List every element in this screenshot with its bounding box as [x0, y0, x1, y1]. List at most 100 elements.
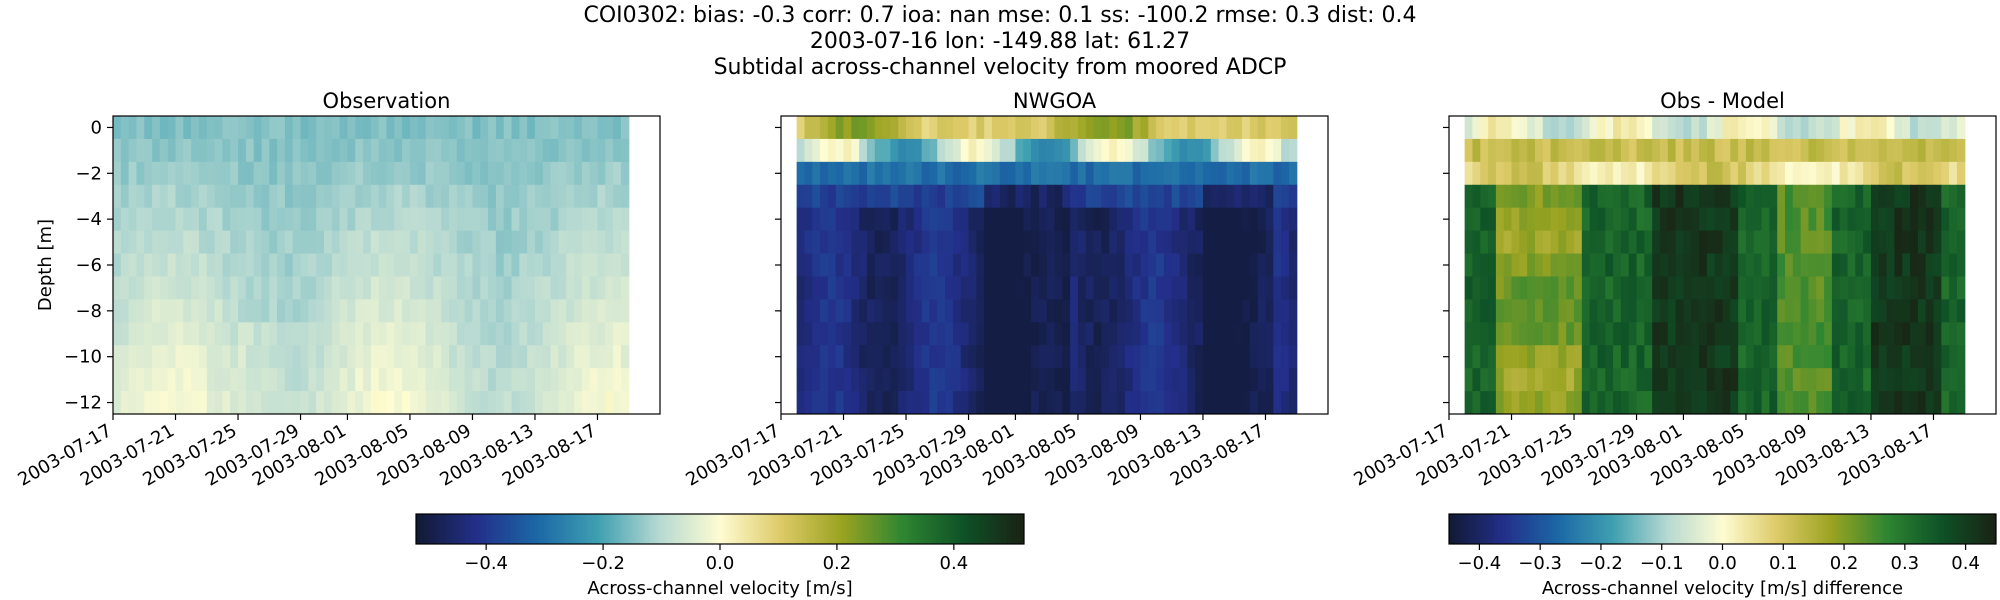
heatmap-cell: [1226, 230, 1235, 254]
heatmap-cell: [1628, 230, 1638, 254]
heatmap-cell: [113, 184, 122, 209]
heatmap-cell: [1187, 253, 1196, 277]
heatmap-cell: [1242, 299, 1251, 323]
heatmap-cell: [144, 184, 153, 209]
heatmap-cell: [1652, 230, 1661, 254]
heatmap-cell: [1863, 207, 1872, 232]
heatmap-cell: [1644, 184, 1653, 209]
heatmap-cell: [1816, 391, 1825, 415]
heatmap-cell: [363, 207, 372, 232]
heatmap-cell: [284, 116, 294, 140]
heatmap-cell: [1093, 161, 1102, 186]
heatmap-cell: [1495, 368, 1505, 392]
heatmap-cell: [984, 207, 993, 232]
heatmap-cell: [206, 138, 216, 163]
heatmap-cell: [1597, 253, 1606, 277]
heatmap-cell: [175, 161, 184, 186]
heatmap-cell: [952, 322, 962, 346]
heatmap-cell: [835, 345, 845, 369]
heatmap-cell: [1738, 345, 1747, 369]
heatmap-cell: [449, 299, 458, 323]
heatmap-cell: [1956, 161, 1966, 186]
heatmap-cell: [480, 345, 489, 369]
heatmap-cell: [890, 368, 899, 392]
heatmap-cell: [214, 116, 223, 140]
colorbar-step: [831, 514, 835, 544]
heatmap-cell: [316, 138, 325, 163]
heatmap-cell: [1581, 253, 1591, 277]
heatmap-cell: [1628, 345, 1638, 369]
colorbar-step: [1854, 514, 1858, 544]
heatmap-cell: [882, 276, 891, 300]
heatmap-cell: [1542, 184, 1552, 209]
heatmap-cell: [1870, 253, 1880, 277]
colorbar-step: [1908, 514, 1912, 544]
heatmap-cell: [1265, 276, 1274, 300]
colorbar-step: [1583, 514, 1587, 544]
heatmap-cell: [952, 138, 962, 163]
heatmap-cell: [1488, 322, 1497, 346]
heatmap-cell: [1620, 391, 1630, 415]
heatmap-cell: [1808, 276, 1817, 300]
heatmap-cell: [1722, 253, 1731, 277]
heatmap-cell: [1495, 299, 1505, 323]
heatmap-cell: [456, 253, 466, 277]
heatmap-cell: [488, 391, 497, 415]
heatmap-cell: [159, 391, 169, 415]
heatmap-cell: [363, 299, 372, 323]
heatmap-cell: [488, 116, 497, 140]
heatmap-cell: [277, 322, 286, 346]
heatmap-cell: [1101, 345, 1110, 369]
heatmap-cell: [1542, 138, 1552, 163]
heatmap-cell: [1847, 345, 1856, 369]
heatmap-cell: [843, 299, 852, 323]
heatmap-cell: [1878, 276, 1888, 300]
colorbar-step: [1651, 514, 1655, 544]
heatmap-cell: [1519, 230, 1528, 254]
heatmap-cell: [1265, 391, 1274, 415]
heatmap-cell: [144, 207, 153, 232]
heatmap-cell: [1202, 345, 1212, 369]
heatmap-cell: [1249, 368, 1259, 392]
colorbar-step: [796, 514, 799, 544]
colorbar-step: [1919, 514, 1922, 544]
heatmap-cell: [480, 138, 489, 163]
colorbar-step: [610, 514, 614, 544]
heatmap-cell: [1273, 161, 1282, 186]
heatmap-cell: [1620, 138, 1630, 163]
heatmap-cell: [1956, 207, 1966, 232]
panel-3: Obs - Model2003-07-172003-07-212003-07-2…: [1350, 89, 1997, 491]
colorbar-step: [886, 514, 890, 544]
heatmap-cell: [1472, 138, 1481, 163]
heatmap-cell: [1163, 207, 1173, 232]
colorbar-step: [893, 514, 897, 544]
heatmap-cell: [1242, 138, 1251, 163]
heatmap-cell: [1480, 138, 1489, 163]
heatmap-cell: [503, 322, 513, 346]
heatmap-cell: [1636, 322, 1645, 346]
heatmap-cell: [613, 391, 622, 415]
heatmap-cell: [238, 253, 247, 277]
heatmap-cell: [597, 322, 606, 346]
heatmap-cell: [1753, 299, 1763, 323]
heatmap-cell: [1933, 230, 1942, 254]
heatmap-cell: [1077, 138, 1087, 163]
heatmap-cell: [1800, 230, 1810, 254]
heatmap-cell: [1933, 391, 1942, 415]
heatmap-cell: [316, 161, 325, 186]
heatmap-cell: [1792, 345, 1802, 369]
heatmap-cell: [1527, 345, 1536, 369]
heatmap-cell: [1652, 345, 1661, 369]
heatmap-cells: [113, 116, 630, 415]
heatmap-cell: [542, 391, 552, 415]
colorbar-step: [981, 514, 985, 544]
heatmap-cell: [1511, 253, 1520, 277]
heatmap-cell: [1800, 345, 1810, 369]
heatmap-cell: [245, 253, 255, 277]
heatmap-cell: [581, 345, 591, 369]
heatmap-cell: [558, 161, 567, 186]
heatmap-cell: [542, 230, 552, 254]
heatmap-cell: [1589, 161, 1599, 186]
heatmap-cell: [1636, 116, 1645, 140]
heatmap-cell: [511, 276, 520, 300]
